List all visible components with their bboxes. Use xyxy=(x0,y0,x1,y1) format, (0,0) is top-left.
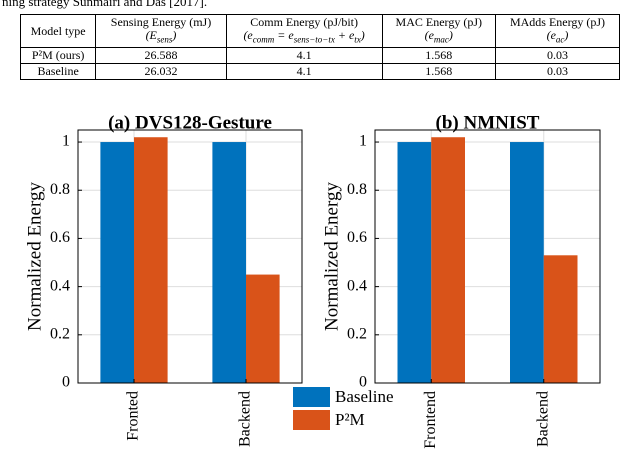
symbol-text: ) xyxy=(448,28,453,42)
symbol-text: ) xyxy=(172,28,177,42)
y-tick-label: 0.6 xyxy=(347,229,367,246)
y-tick-label: 0.4 xyxy=(50,277,70,294)
header-row: Model type Sensing Energy (mJ) (Esens) Comm… xyxy=(19,13,621,49)
table-cell: 1.568 xyxy=(381,47,496,65)
table-row: P²M (ours) 26.588 4.1 1.568 0.03 xyxy=(19,47,621,65)
y-tick-label: 1 xyxy=(62,133,70,150)
subscript: sens−to−tx xyxy=(293,34,335,45)
y-tick-label: 0.8 xyxy=(50,181,70,198)
y-tick-label: 0 xyxy=(359,374,367,391)
bar xyxy=(397,142,432,383)
legend-swatch xyxy=(293,410,330,430)
symbol-text: ) xyxy=(360,28,365,42)
symbol-text: ) xyxy=(564,28,569,42)
y-axis-label: Normalized Energy xyxy=(321,182,342,331)
bar xyxy=(431,137,465,383)
y-tick-label: 0.4 xyxy=(347,277,367,294)
table-cell: 26.588 xyxy=(95,47,227,65)
table-cell: 0.03 xyxy=(494,63,621,81)
energy-table: Model type Sensing Energy (mJ) (Esens) Comm… xyxy=(19,13,621,81)
column-title: MAdds Energy (pJ) xyxy=(509,15,606,29)
subscript: tx xyxy=(354,34,361,45)
axes-box xyxy=(77,129,303,384)
bar xyxy=(246,274,280,383)
table-cell: 26.032 xyxy=(95,63,227,81)
subscript: sens xyxy=(156,34,173,45)
x-tick-label: Backend xyxy=(237,391,254,447)
column-symbol: (Esens) xyxy=(99,29,222,46)
x-tick-label: Frontend xyxy=(422,391,439,449)
column-title: Comm Energy (pJ/bit) xyxy=(250,15,359,29)
column-title: Model type xyxy=(30,23,86,38)
column-symbol: (ecomm = esens−to−tx + etx) xyxy=(230,29,379,46)
y-tick-label: 0.2 xyxy=(50,325,70,342)
chart-title: (a) DVS128-Gesture xyxy=(108,112,272,133)
symbol-text: (e xyxy=(424,28,434,42)
header-text: ning strategy Sunmairi and Das [2017]. xyxy=(2,0,208,9)
legend-label: P²M xyxy=(335,410,365,429)
bar xyxy=(212,142,246,383)
bar xyxy=(100,142,134,383)
bar xyxy=(543,255,578,383)
column-header: Sensing Energy (mJ) (Esens) xyxy=(95,13,227,49)
column-header: MAC Energy (pJ) (emac) xyxy=(381,13,496,49)
legend-label: Baseline xyxy=(335,387,394,406)
table-cell: 4.1 xyxy=(225,63,383,81)
column-title: Sensing Energy (mJ) xyxy=(110,15,212,29)
y-axis-label: Normalized Energy xyxy=(24,182,45,331)
subscript: mac xyxy=(433,34,449,45)
table-row: Baseline 26.032 4.1 1.568 0.03 xyxy=(19,63,621,81)
x-tick-label: Backend xyxy=(534,391,551,447)
column-title: MAC Energy (pJ) xyxy=(395,15,482,29)
column-symbol: (emac) xyxy=(386,29,492,46)
y-tick-label: 0.6 xyxy=(50,229,70,246)
column-header: Model type xyxy=(19,13,97,49)
bar xyxy=(134,137,168,383)
symbol-text: (e xyxy=(546,28,556,42)
y-tick-label: 0.2 xyxy=(347,325,367,342)
bar xyxy=(510,142,544,383)
symbol-text: + e xyxy=(334,28,355,42)
y-tick-label: 0 xyxy=(62,374,70,391)
table-cell: 0.03 xyxy=(494,47,621,65)
y-tick-label: 1 xyxy=(359,133,367,150)
symbol-text: (e xyxy=(243,28,253,42)
axes-box xyxy=(374,129,601,384)
column-symbol: (eac) xyxy=(499,29,616,46)
subscript: comm xyxy=(252,34,275,45)
x-tick-label: Fronted xyxy=(125,391,142,441)
y-tick-label: 0.8 xyxy=(347,181,367,198)
symbol-text: (E xyxy=(145,28,157,42)
table-cell: Baseline xyxy=(19,63,97,81)
chart-title: (b) NMNIST xyxy=(436,112,540,133)
table-cell: 1.568 xyxy=(381,63,496,81)
subscript: ac xyxy=(555,34,565,45)
symbol-text: = e xyxy=(274,28,294,42)
column-header: MAdds Energy (pJ) (eac) xyxy=(494,13,621,49)
legend-swatch xyxy=(293,387,330,407)
